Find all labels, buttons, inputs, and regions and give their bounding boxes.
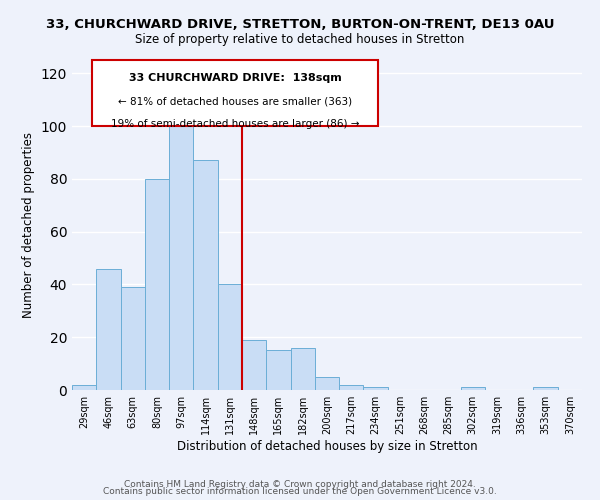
Y-axis label: Number of detached properties: Number of detached properties bbox=[22, 132, 35, 318]
Text: 19% of semi-detached houses are larger (86) →: 19% of semi-detached houses are larger (… bbox=[111, 120, 359, 130]
Bar bbox=[145, 179, 169, 390]
Bar bbox=[72, 384, 96, 390]
Bar bbox=[266, 350, 290, 390]
Bar bbox=[121, 287, 145, 390]
Bar bbox=[533, 388, 558, 390]
Text: ← 81% of detached houses are smaller (363): ← 81% of detached houses are smaller (36… bbox=[118, 96, 352, 106]
Bar bbox=[92, 60, 378, 126]
X-axis label: Distribution of detached houses by size in Stretton: Distribution of detached houses by size … bbox=[176, 440, 478, 453]
Text: Contains HM Land Registry data © Crown copyright and database right 2024.: Contains HM Land Registry data © Crown c… bbox=[124, 480, 476, 489]
Bar bbox=[193, 160, 218, 390]
Bar bbox=[218, 284, 242, 390]
Bar bbox=[242, 340, 266, 390]
Text: Contains public sector information licensed under the Open Government Licence v3: Contains public sector information licen… bbox=[103, 488, 497, 496]
Text: 33, CHURCHWARD DRIVE, STRETTON, BURTON-ON-TRENT, DE13 0AU: 33, CHURCHWARD DRIVE, STRETTON, BURTON-O… bbox=[46, 18, 554, 30]
Text: 33 CHURCHWARD DRIVE:  138sqm: 33 CHURCHWARD DRIVE: 138sqm bbox=[129, 73, 341, 83]
Bar bbox=[315, 377, 339, 390]
Bar bbox=[290, 348, 315, 390]
Bar bbox=[96, 268, 121, 390]
Bar bbox=[461, 388, 485, 390]
Bar bbox=[364, 388, 388, 390]
Bar bbox=[339, 384, 364, 390]
Text: Size of property relative to detached houses in Stretton: Size of property relative to detached ho… bbox=[136, 32, 464, 46]
Bar bbox=[169, 126, 193, 390]
